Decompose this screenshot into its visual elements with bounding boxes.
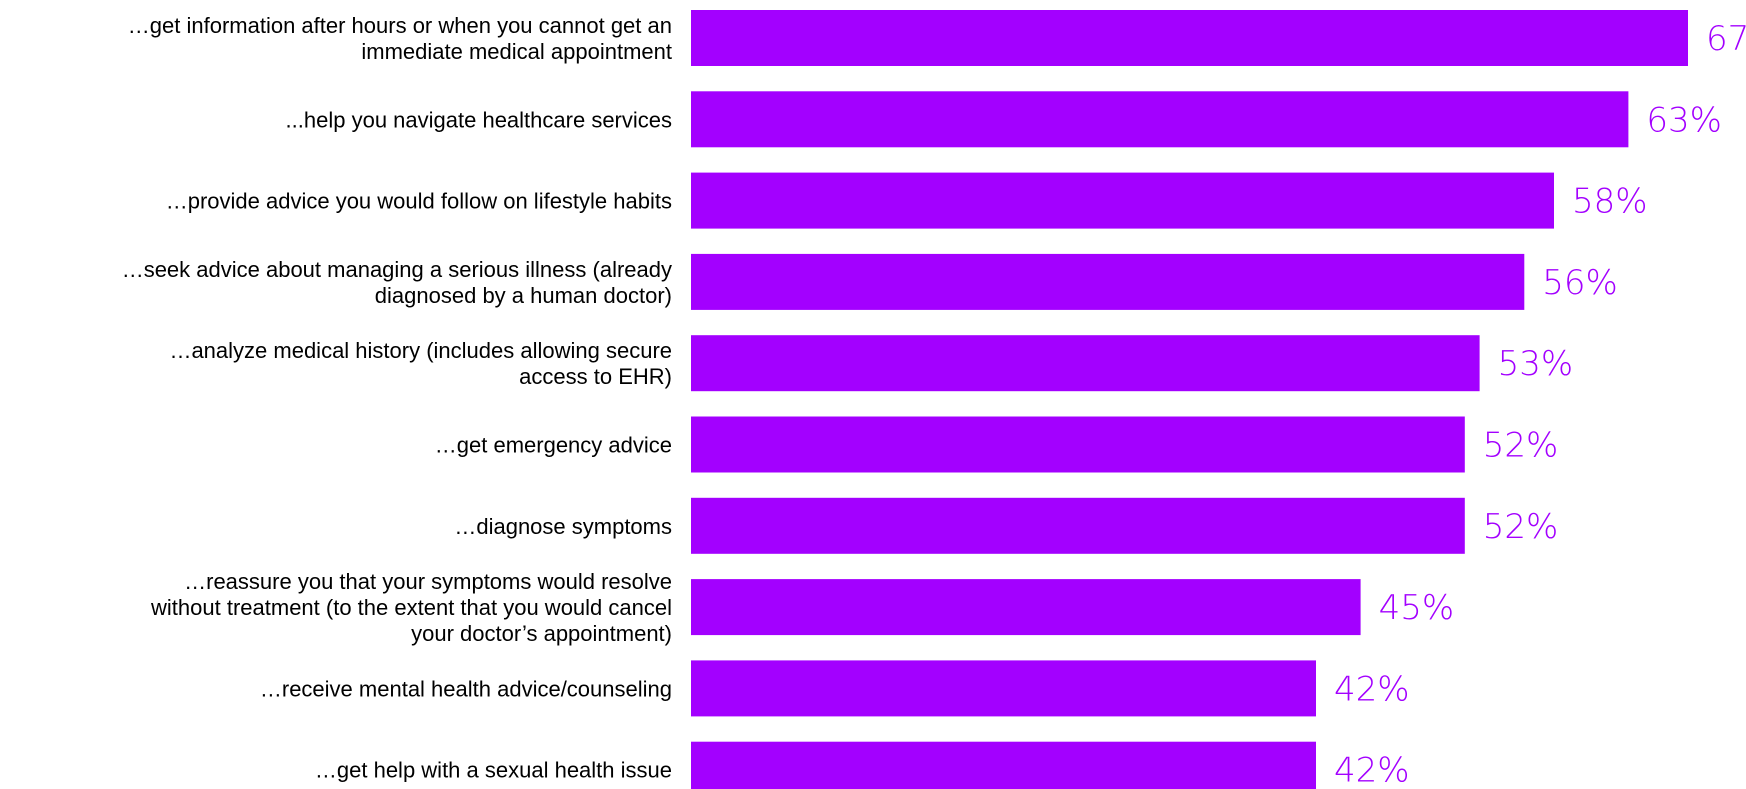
bar-5	[691, 335, 1480, 392]
value-label-5: 53%	[1498, 344, 1574, 384]
category-label-5: …analyze medical history (includes allow…	[169, 338, 672, 389]
category-label-3: …provide advice you would follow on life…	[166, 189, 672, 214]
value-label-9: 42%	[1334, 669, 1410, 709]
bar-7	[691, 497, 1465, 554]
bar-4	[691, 253, 1525, 310]
bar-3	[691, 172, 1554, 229]
value-label-4: 56%	[1542, 263, 1618, 303]
bar-1	[691, 10, 1688, 66]
category-label-7: …diagnose symptoms	[454, 514, 672, 539]
bar-9	[691, 660, 1316, 717]
value-label-8: 45%	[1379, 588, 1455, 628]
bar-6	[691, 416, 1465, 473]
value-label-10: 42%	[1334, 751, 1410, 789]
category-label-8: …reassure you that your symptoms would r…	[150, 569, 672, 646]
value-label-2: 63%	[1646, 100, 1722, 140]
category-label-1: …get information after hours or when you…	[128, 13, 672, 64]
value-label-3: 58%	[1572, 182, 1648, 222]
value-label-1: 67%	[1706, 19, 1746, 59]
category-label-6: …get emergency advice	[435, 433, 672, 458]
category-label-4: …seek advice about managing a serious il…	[122, 257, 672, 308]
bar-2	[691, 91, 1629, 148]
bar-10	[691, 741, 1316, 789]
value-label-6: 52%	[1483, 426, 1559, 466]
category-label-10: …get help with a sexual health issue	[315, 758, 672, 783]
bar-8	[691, 579, 1361, 636]
category-label-9: …receive mental health advice/counseling	[260, 676, 672, 701]
value-label-7: 52%	[1483, 507, 1559, 547]
category-label-2: ...help you navigate healthcare services	[286, 107, 672, 132]
